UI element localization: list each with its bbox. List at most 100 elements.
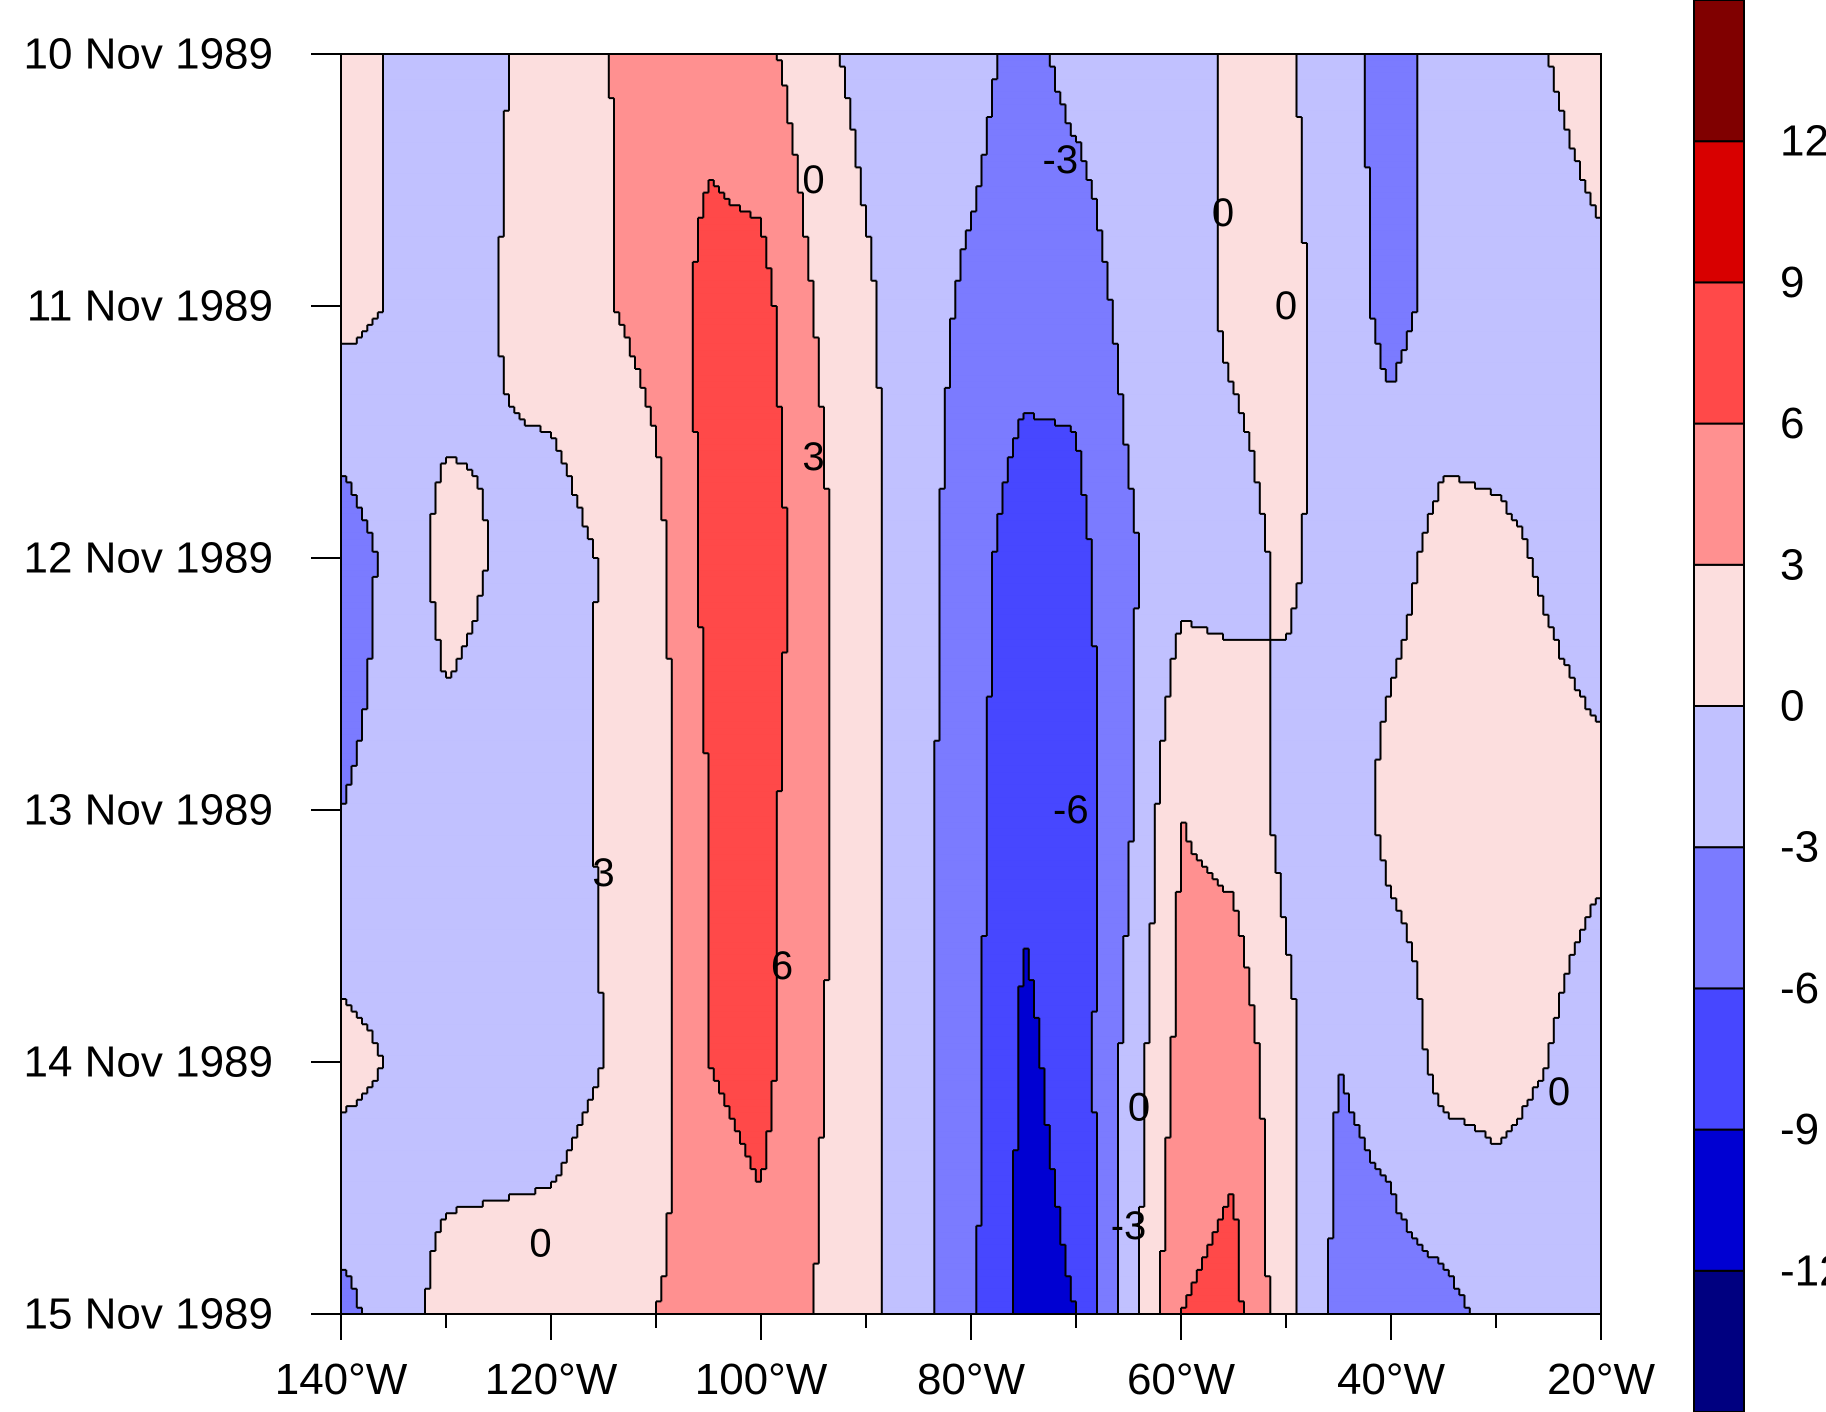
contour-band-9 xyxy=(708,1011,778,1019)
contour-band--6 xyxy=(981,1200,1014,1208)
contour-band-6 xyxy=(776,936,830,943)
contour-band-3 xyxy=(341,110,384,118)
contour-band-6 xyxy=(787,570,830,578)
contour-band-6 xyxy=(782,721,830,729)
contour-band-6 xyxy=(666,539,699,546)
contour-band-0 xyxy=(1065,117,1219,124)
contour-band-3 xyxy=(498,243,615,250)
contour-band--9 xyxy=(1018,1005,1035,1013)
contour-band--6 xyxy=(1049,1131,1098,1139)
contour-band-6 xyxy=(671,973,710,981)
contour-band-6 xyxy=(1165,1150,1266,1158)
contour-band--6 xyxy=(986,835,1098,843)
contour-band-3 xyxy=(593,690,673,698)
contour-band--6 xyxy=(1060,1238,1098,1246)
contour-band-6 xyxy=(608,72,783,80)
contour-band--3 xyxy=(341,784,347,792)
contour-band-3 xyxy=(1259,1093,1298,1101)
contour-band-6 xyxy=(776,828,830,836)
contour-band-0 xyxy=(881,551,941,559)
contour-band-6 xyxy=(1160,1288,1193,1296)
contour-band-0 xyxy=(1270,734,1382,742)
contour-band-0 xyxy=(1270,671,1397,679)
contour-band-0 xyxy=(1270,753,1382,761)
contour-band-6 xyxy=(671,1049,710,1057)
contour-band-0 xyxy=(1118,1295,1140,1302)
contour-band--3 xyxy=(341,539,374,546)
contour-band-3 xyxy=(1217,243,1308,250)
contour-band-3 xyxy=(519,413,652,420)
contour-band--3 xyxy=(939,709,988,717)
contour-band-0 xyxy=(1296,1162,1334,1170)
contour-band--3 xyxy=(341,1307,363,1314)
contour-band-3 xyxy=(1427,1062,1550,1069)
contour-band-6 xyxy=(782,765,830,773)
contour-band--3 xyxy=(944,400,1124,408)
contour-band-6 xyxy=(671,948,710,956)
contour-band-3 xyxy=(587,532,668,540)
contour-band-0 xyxy=(383,243,500,250)
contour-band--6 xyxy=(1044,1080,1093,1088)
contour-band-6 xyxy=(776,973,830,981)
contour-band-3 xyxy=(1443,1106,1523,1113)
contour-band-3 xyxy=(787,110,851,118)
contour-band-6 xyxy=(782,684,830,691)
contour-band--6 xyxy=(981,1125,1019,1132)
contour-band-0 xyxy=(1401,356,1601,364)
contour-band--3 xyxy=(1328,1263,1445,1271)
contour-band--3 xyxy=(1333,1181,1392,1189)
contour-band-3 xyxy=(1144,1125,1172,1132)
x-tick-label: 120°W xyxy=(485,1355,618,1404)
contour-band-3 xyxy=(1375,822,1601,830)
contour-band--3 xyxy=(1097,1005,1124,1013)
contour-band-3 xyxy=(1475,1125,1513,1132)
contour-band-0 xyxy=(881,476,946,483)
contour-band-0 xyxy=(341,1251,431,1258)
contour-band-6 xyxy=(782,778,830,786)
contour-band-6 xyxy=(776,954,830,962)
contour-band--6 xyxy=(986,747,1098,754)
contour-band--6 xyxy=(1018,432,1077,439)
contour-band-9 xyxy=(698,432,783,439)
contour-band-6 xyxy=(671,816,710,824)
contour-band-3 xyxy=(503,369,641,376)
contour-band-0 xyxy=(341,929,599,937)
contour-band-3 xyxy=(818,387,883,395)
contour-band-9 xyxy=(692,406,783,414)
contour-band-6 xyxy=(1165,1137,1266,1145)
contour-band-6 xyxy=(776,879,830,887)
contour-band-3 xyxy=(341,1106,347,1113)
contour-band-6 xyxy=(1170,1112,1261,1120)
contour-band-9 xyxy=(703,690,783,698)
contour-band--6 xyxy=(1055,1175,1098,1183)
contour-band--3 xyxy=(1370,192,1418,200)
contour-band-6 xyxy=(719,186,799,194)
contour-band-0 xyxy=(1559,652,1601,660)
contour-band-3 xyxy=(1254,1011,1298,1019)
contour-band-9 xyxy=(698,576,788,584)
contour-band-0 xyxy=(1118,1080,1145,1088)
contour-band-6 xyxy=(666,595,699,603)
contour-band-0 xyxy=(346,476,442,483)
contour-band-0 xyxy=(1296,1288,1329,1296)
contour-band-6 xyxy=(776,904,830,912)
contour-band--3 xyxy=(971,224,1098,231)
contour-band-6 xyxy=(671,1162,752,1170)
contour-band-3 xyxy=(829,690,883,698)
contour-band-3 xyxy=(1244,948,1287,956)
contour-band-3 xyxy=(598,986,673,994)
contour-band-3 xyxy=(1144,1093,1172,1101)
contour-band-6 xyxy=(671,1017,710,1025)
contour-band-3 xyxy=(1249,986,1292,994)
contour-band-0 xyxy=(1396,1200,1601,1208)
contour-band-3 xyxy=(1217,249,1308,257)
contour-band--6 xyxy=(981,1030,1019,1038)
contour-band-6 xyxy=(776,898,830,906)
contour-band-9 xyxy=(692,287,773,294)
contour-band-6 xyxy=(666,1244,820,1252)
contour-band--3 xyxy=(1097,709,1135,717)
contour-band-3 xyxy=(1139,1251,1161,1258)
contour-band-3 xyxy=(1259,1055,1298,1063)
contour-band-3 xyxy=(1259,488,1308,496)
contour-band-3 xyxy=(1170,658,1271,666)
